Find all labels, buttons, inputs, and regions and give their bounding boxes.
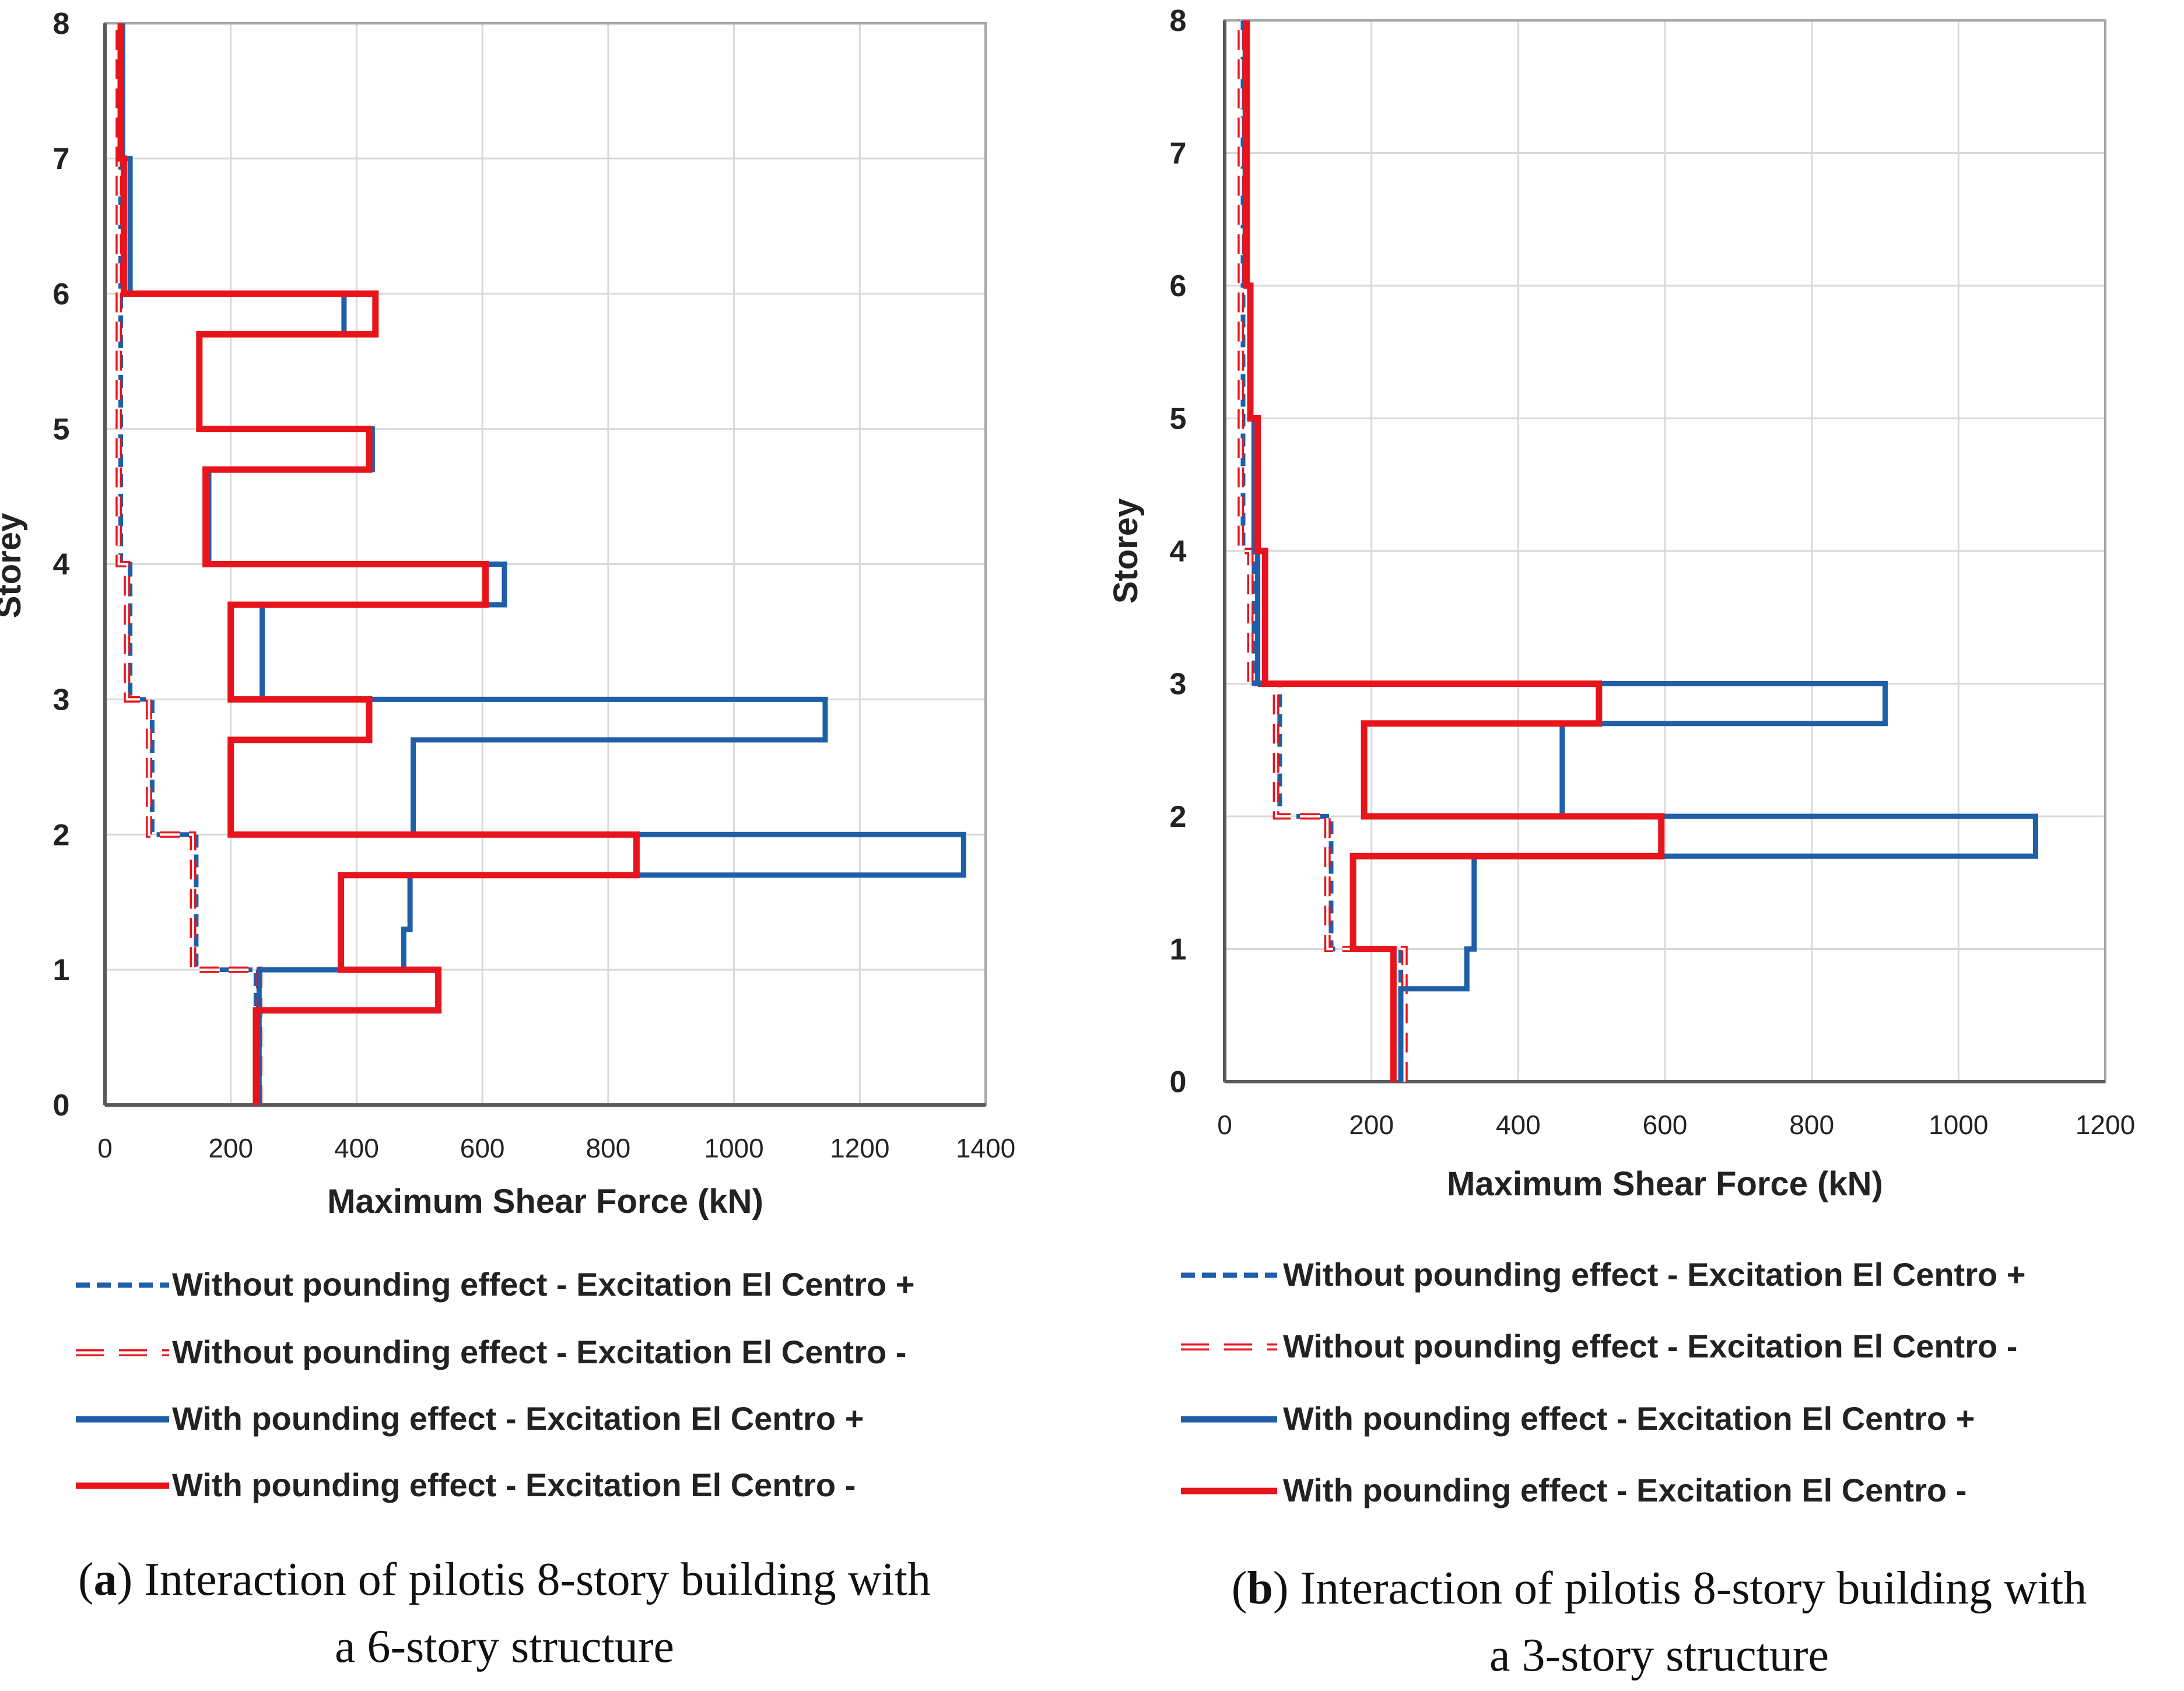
chart-a-y-axis-title: Storey xyxy=(0,513,28,619)
chart-a-y-tick-label: 2 xyxy=(53,818,70,852)
chart-b-legend-item-4: With pounding effect - Excitation El Cen… xyxy=(1181,1472,1966,1508)
chart-b-x-tick-label: 600 xyxy=(1643,1110,1688,1140)
chart-b-y-tick-label: 1 xyxy=(1170,933,1187,967)
chart-a-y-tick-label: 0 xyxy=(53,1089,70,1122)
chart-a-legend-item-4: With pounding effect - Excitation El Cen… xyxy=(76,1467,856,1503)
chart-b-y-tick-label: 7 xyxy=(1170,137,1187,171)
legend-label: With pounding effect - Excitation El Cen… xyxy=(1283,1472,1966,1508)
chart-a-y-tick-label: 6 xyxy=(53,278,70,311)
chart-b-caption-line-1: (b) Interaction of pilotis 8-story build… xyxy=(1232,1563,2087,1614)
chart-b-x-tick-label: 200 xyxy=(1349,1110,1394,1140)
chart-a-caption-line-2: a 6-story structure xyxy=(335,1621,674,1672)
chart-b-legend-item-3: With pounding effect - Excitation El Cen… xyxy=(1181,1400,1975,1437)
legend-label: Without pounding effect - Excitation El … xyxy=(1283,1328,2017,1364)
chart-a-x-axis-title: Maximum Shear Force (kN) xyxy=(327,1183,763,1220)
chart-b-x-tick-label: 1200 xyxy=(2076,1110,2135,1140)
legend-label: With pounding effect - Excitation El Cen… xyxy=(1283,1400,1975,1437)
chart-b-y-tick-label: 5 xyxy=(1170,402,1187,436)
chart-a-x-tick-label: 0 xyxy=(97,1133,113,1163)
chart-b-caption-line-2: a 3-story structure xyxy=(1489,1630,1829,1681)
chart-b-legend-item-2: Without pounding effect - Excitation El … xyxy=(1181,1328,2017,1364)
chart-b: 0 200 400 600 800 1000 1200 0 1 2 3 4 5 6 7 8 Maximum Sh… xyxy=(1107,4,2135,1681)
chart-a-y-tick-label: 3 xyxy=(53,683,70,717)
chart-b-y-tick-label: 8 xyxy=(1170,4,1187,38)
legend-label: Without pounding effect - Excitation El … xyxy=(172,1266,914,1303)
chart-a-x-tick-label: 600 xyxy=(460,1133,505,1163)
legend-label: With pounding effect - Excitation El Cen… xyxy=(172,1400,864,1437)
chart-a-legend-item-3: With pounding effect - Excitation El Cen… xyxy=(76,1400,864,1437)
chart-a: 0 200 400 600 800 1000 1200 1400 0 1 2 3 4 5 6 7 8 Maximu… xyxy=(0,7,1015,1672)
chart-a-x-tick-label: 1200 xyxy=(830,1133,889,1163)
chart-a-y-tick-label: 5 xyxy=(53,413,70,447)
chart-b-x-tick-label: 400 xyxy=(1496,1110,1541,1140)
chart-a-series-2-line-core xyxy=(117,23,261,1105)
chart-a-x-tick-label: 1400 xyxy=(956,1133,1015,1163)
chart-a-series-4-line xyxy=(117,23,640,1105)
chart-a-x-tick-label: 1000 xyxy=(704,1133,763,1163)
chart-a-y-tick-label: 7 xyxy=(53,142,70,176)
chart-b-y-tick-label: 2 xyxy=(1170,800,1187,834)
chart-b-y-tick-label: 6 xyxy=(1170,269,1187,303)
chart-b-x-tick-label: 0 xyxy=(1217,1110,1232,1140)
chart-b-x-axis-title: Maximum Shear Force (kN) xyxy=(1447,1165,1883,1203)
chart-a-legend-item-2: Without pounding effect - Excitation El … xyxy=(76,1334,906,1370)
chart-b-y-tick-label: 0 xyxy=(1170,1065,1187,1099)
chart-a-x-tick-label: 200 xyxy=(208,1133,253,1163)
chart-a-caption-line-1: (a) Interaction of pilotis 8-story build… xyxy=(78,1554,931,1605)
chart-b-x-tick-label: 1000 xyxy=(1929,1110,1988,1140)
chart-b-x-tick-label: 800 xyxy=(1789,1110,1834,1140)
legend-label: Without pounding effect - Excitation El … xyxy=(1283,1256,2025,1293)
chart-a-y-tick-label: 4 xyxy=(53,548,70,582)
chart-b-y-tick-label: 4 xyxy=(1170,535,1187,569)
legend-label: With pounding effect - Excitation El Cen… xyxy=(172,1467,856,1503)
chart-b-series-2-line-core xyxy=(1239,20,1406,1082)
chart-b-legend-item-1: Without pounding effect - Excitation El … xyxy=(1181,1256,2025,1293)
chart-a-x-tick-label: 800 xyxy=(586,1133,630,1163)
chart-a-legend-item-1: Without pounding effect - Excitation El … xyxy=(76,1266,914,1303)
chart-a-y-tick-label: 8 xyxy=(53,7,70,41)
chart-b-series-4-line xyxy=(1243,20,1665,1082)
chart-a-y-tick-label: 1 xyxy=(53,953,70,987)
chart-a-x-tick-label: 400 xyxy=(334,1133,379,1163)
chart-b-y-axis-title: Storey xyxy=(1107,499,1145,604)
chart-b-y-tick-label: 3 xyxy=(1170,668,1187,701)
legend-label: Without pounding effect - Excitation El … xyxy=(172,1334,906,1370)
